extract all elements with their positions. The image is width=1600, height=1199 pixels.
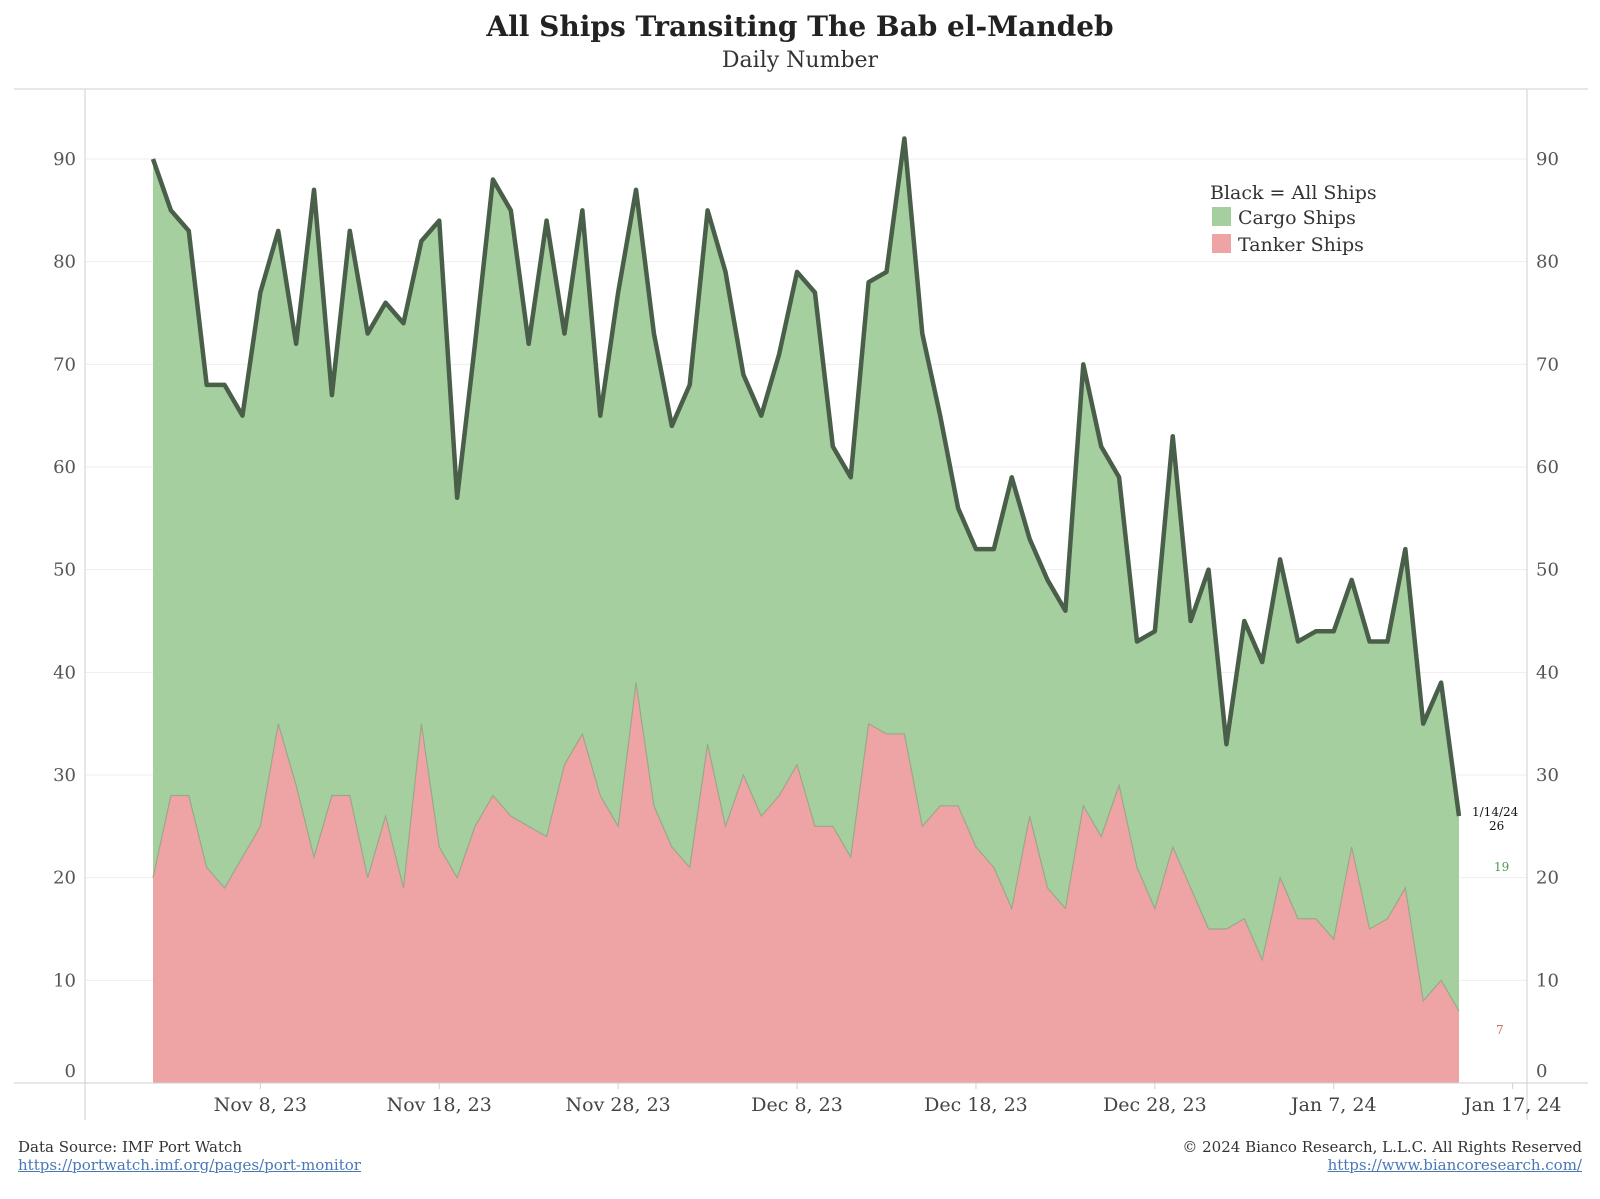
y-tick-label-right: 50: [1536, 560, 1559, 581]
legend-all-ships-label: Black = All Ships: [1210, 182, 1377, 204]
last-cargo-value: 19: [1494, 860, 1509, 874]
y-tick-label-right: 70: [1536, 354, 1559, 375]
y-tick-label-right: 20: [1536, 868, 1559, 889]
y-tick-label-right: 0: [1536, 1061, 1547, 1082]
footer-copyright: © 2024 Bianco Research, L.L.C. All Right…: [1182, 1138, 1582, 1174]
y-tick-label-right: 40: [1536, 662, 1559, 683]
y-tick-label-left: 10: [53, 970, 76, 991]
legend-cargo-swatch: [1212, 207, 1231, 226]
chart-title: All Ships Transiting The Bab el-Mandeb: [486, 10, 1114, 43]
y-tick-label-left: 80: [53, 252, 76, 273]
x-tick-label: Dec 28, 23: [1103, 1094, 1207, 1116]
copyright-text: © 2024 Bianco Research, L.L.C. All Right…: [1182, 1138, 1582, 1156]
legend-cargo-label: Cargo Ships: [1238, 207, 1356, 229]
source-label: Data Source: IMF Port Watch: [18, 1138, 243, 1156]
x-tick-label: Dec 18, 23: [924, 1094, 1028, 1116]
x-tick-label: Nov 8, 23: [214, 1094, 307, 1116]
axes: 0 0 10 10 20 20 30 30 40 40 50 50 60 60 70 70 80 80 90 90 No…: [14, 88, 1588, 1120]
y-tick-label-right: 90: [1536, 149, 1559, 170]
y-tick-label-left: 30: [53, 765, 76, 786]
y-tick-label-left: 40: [53, 662, 76, 683]
x-tick-label: Jan 7, 24: [1289, 1094, 1377, 1116]
legend-tanker-swatch: [1212, 234, 1231, 253]
y-tick-label-left: 90: [53, 149, 76, 170]
last-date-label: 1/14/24: [1472, 805, 1519, 819]
plot-lines: [150, 136, 1462, 1012]
x-tick-label: Nov 28, 23: [566, 1094, 671, 1116]
x-tick-label: Dec 8, 23: [751, 1094, 843, 1116]
y-tick-label-right: 80: [1536, 252, 1559, 273]
end-annotations: 1/14/24 26 19 7: [1472, 805, 1519, 1037]
legend-tanker-label: Tanker Ships: [1238, 234, 1364, 256]
y-tick-label-left: 60: [53, 457, 76, 478]
y-tick-label-right: 60: [1536, 457, 1559, 478]
tanker-area: [153, 682, 1459, 1083]
y-tick-label-left: 0: [65, 1061, 76, 1082]
y-tick-label-left: 70: [53, 354, 76, 375]
footer-source: Data Source: IMF Port Watch https://port…: [18, 1138, 361, 1174]
site-link[interactable]: https://www.biancoresearch.com/: [1327, 1156, 1582, 1174]
last-tanker-value: 7: [1496, 1023, 1504, 1037]
legend: Black = All Ships Cargo Ships Tanker Shi…: [1210, 182, 1377, 256]
all-ships-line: [150, 136, 1462, 817]
tanker-line: [152, 682, 1460, 1012]
x-tick-label: Jan 17, 24: [1462, 1094, 1562, 1116]
source-link[interactable]: https://portwatch.imf.org/pages/port-mon…: [18, 1156, 361, 1174]
y-tick-label-right: 10: [1536, 970, 1559, 991]
last-all-value: 26: [1489, 819, 1504, 833]
y-tick-label-left: 20: [53, 868, 76, 889]
y-tick-label-left: 50: [53, 560, 76, 581]
y-tick-label-right: 30: [1536, 765, 1559, 786]
x-tick-label: Nov 18, 23: [387, 1094, 492, 1116]
chart-subtitle: Daily Number: [721, 48, 879, 73]
